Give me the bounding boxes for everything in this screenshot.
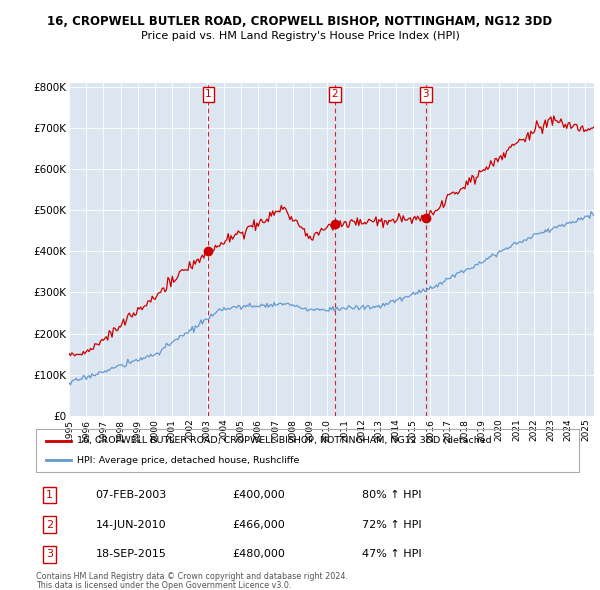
Text: 1: 1 (46, 490, 53, 500)
Text: 3: 3 (422, 89, 429, 99)
Text: 80% ↑ HPI: 80% ↑ HPI (362, 490, 421, 500)
Text: £466,000: £466,000 (232, 520, 285, 530)
Text: 3: 3 (46, 549, 53, 559)
Text: 18-SEP-2015: 18-SEP-2015 (95, 549, 166, 559)
Text: £480,000: £480,000 (232, 549, 285, 559)
Text: Contains HM Land Registry data © Crown copyright and database right 2024.: Contains HM Land Registry data © Crown c… (36, 572, 348, 581)
Text: 2: 2 (46, 520, 53, 530)
Text: 16, CROPWELL BUTLER ROAD, CROPWELL BISHOP, NOTTINGHAM, NG12 3DD (detached: 16, CROPWELL BUTLER ROAD, CROPWELL BISHO… (77, 436, 491, 445)
Text: 14-JUN-2010: 14-JUN-2010 (96, 520, 166, 530)
Text: 16, CROPWELL BUTLER ROAD, CROPWELL BISHOP, NOTTINGHAM, NG12 3DD: 16, CROPWELL BUTLER ROAD, CROPWELL BISHO… (47, 15, 553, 28)
Text: Price paid vs. HM Land Registry's House Price Index (HPI): Price paid vs. HM Land Registry's House … (140, 31, 460, 41)
Text: 1: 1 (205, 89, 212, 99)
Text: This data is licensed under the Open Government Licence v3.0.: This data is licensed under the Open Gov… (36, 581, 292, 589)
Text: 47% ↑ HPI: 47% ↑ HPI (362, 549, 421, 559)
Text: 07-FEB-2003: 07-FEB-2003 (95, 490, 167, 500)
Text: HPI: Average price, detached house, Rushcliffe: HPI: Average price, detached house, Rush… (77, 456, 299, 465)
Text: 2: 2 (332, 89, 338, 99)
Text: 72% ↑ HPI: 72% ↑ HPI (362, 520, 421, 530)
Text: £400,000: £400,000 (232, 490, 285, 500)
